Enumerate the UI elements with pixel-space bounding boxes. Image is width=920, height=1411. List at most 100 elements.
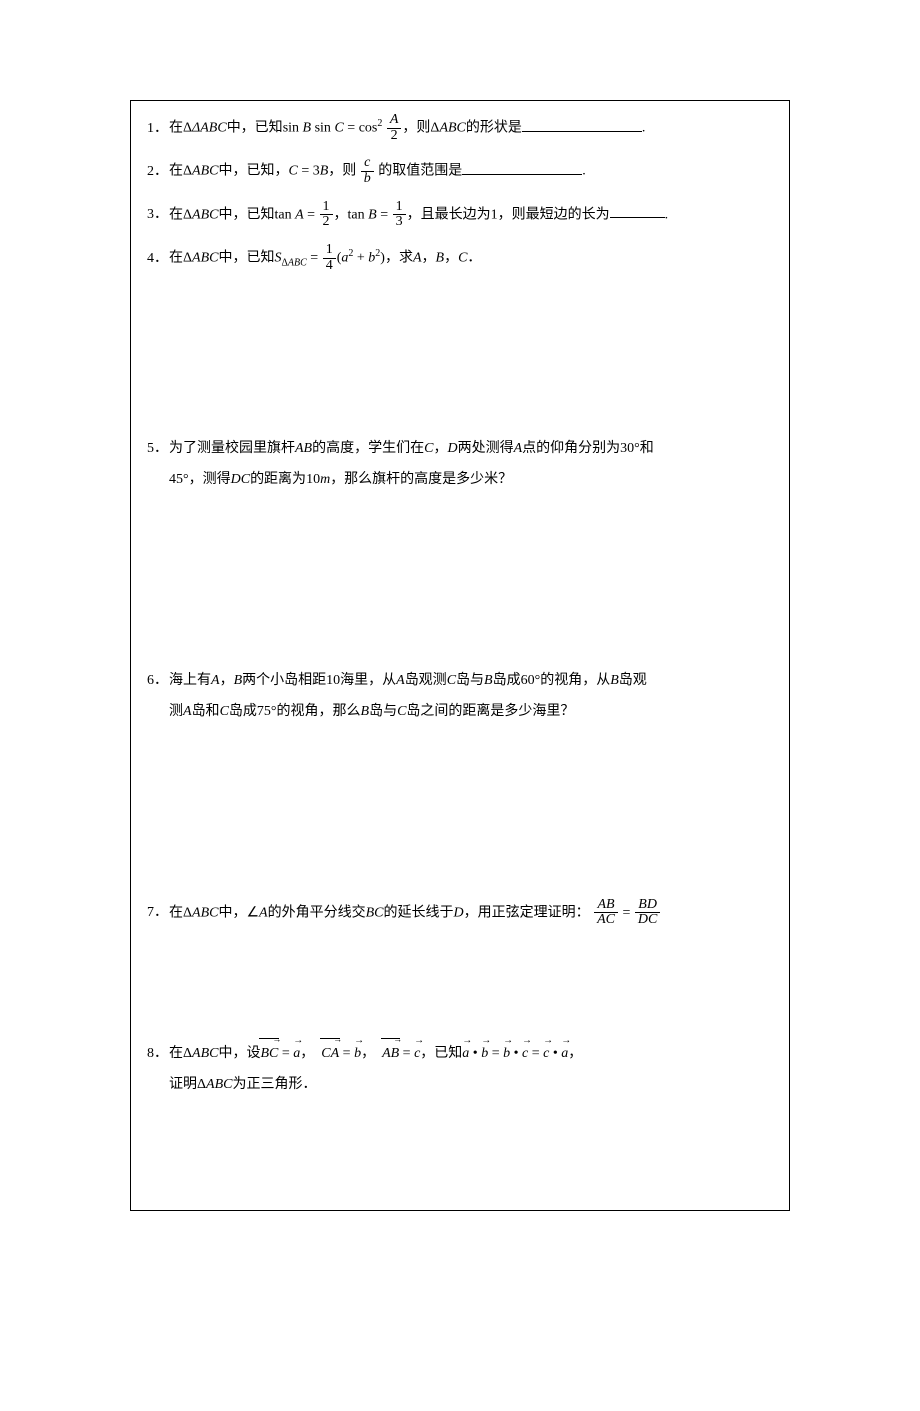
text: 的距离为 xyxy=(250,472,306,487)
fraction: AB AC xyxy=(594,898,618,928)
triangle: ΔABC xyxy=(183,164,218,179)
var-B: B xyxy=(368,207,377,222)
vector-CA: CA xyxy=(321,1039,339,1070)
period: . xyxy=(665,207,669,222)
dot: • xyxy=(469,1046,481,1061)
vector-c: c xyxy=(522,1039,528,1070)
text: 海里，从 xyxy=(340,673,396,688)
frac-den: b xyxy=(361,171,374,187)
comma: ，已知 xyxy=(420,1046,462,1061)
comma: ， xyxy=(300,1046,314,1061)
fraction: BD DC xyxy=(635,898,660,928)
line-2: 证明ΔABC为正三角形． xyxy=(147,1070,773,1101)
text: 岛与 xyxy=(456,673,484,688)
text: ，且最长边为 xyxy=(407,207,491,222)
text: ，则 xyxy=(328,164,356,179)
text: 中，设 xyxy=(218,1046,260,1061)
text: ，那么旗杆的高度是多少米？ xyxy=(330,472,512,487)
text: 中， xyxy=(218,905,246,920)
fill-blank xyxy=(610,204,665,218)
frac-num: BD xyxy=(635,898,660,913)
one: 1 xyxy=(491,207,498,222)
problem-number: 3． xyxy=(147,200,169,231)
workspace xyxy=(147,274,773,434)
ten: 10 xyxy=(326,673,340,688)
comma: ， xyxy=(422,251,436,266)
frac-num: AB xyxy=(594,898,618,913)
pt-B: B xyxy=(610,673,619,688)
text: 中，已知 xyxy=(218,207,274,222)
vector-BC: BC xyxy=(260,1039,278,1070)
dot: • xyxy=(549,1046,561,1061)
spacer xyxy=(147,188,773,200)
pt-A: A xyxy=(396,673,405,688)
workspace xyxy=(147,1100,773,1170)
var-B: B xyxy=(436,251,445,266)
comma: ， xyxy=(444,251,458,266)
fill-blank xyxy=(522,118,642,132)
var-B: B xyxy=(320,164,329,179)
text: 为了测量校园里旗杆 xyxy=(169,441,295,456)
frac-num: c xyxy=(361,156,374,171)
angle-A: ∠A xyxy=(246,905,267,920)
problem-number: 1． xyxy=(147,114,169,145)
workspace xyxy=(147,929,773,1039)
text: 在 xyxy=(169,207,183,222)
pt-B: B xyxy=(234,673,243,688)
var-B: B xyxy=(303,121,312,136)
text: 两处测得 xyxy=(458,441,514,456)
text: ，则 xyxy=(402,121,430,136)
problem-8: 8．在ΔABC中，设BC = a， CA = b， AB = c，已知a • b… xyxy=(147,1039,773,1101)
text: 在 xyxy=(169,905,183,920)
problem-1: 1．在ΔΔABC中，已知sin B sin C = cos2 A 2 ，则ΔAB… xyxy=(147,113,773,144)
problem-2: 2．在ΔABC中，已知，C = 3B，则 c b 的取值范围是. xyxy=(147,156,773,187)
problem-number: 6． xyxy=(147,666,169,697)
problem-number: 4． xyxy=(147,244,169,275)
problem-number: 7． xyxy=(147,898,169,929)
text: 在 xyxy=(169,164,183,179)
vector-a: a xyxy=(293,1039,300,1070)
page: 1．在ΔΔABC中，已知sin B sin C = cos2 A 2 ，则ΔAB… xyxy=(0,0,920,1411)
line-2: 测A岛和C岛成75°的视角，那么B岛与C岛之间的距离是多少海里？ xyxy=(147,697,773,728)
problem-7: 7．在ΔABC中，∠A的外角平分线交BC的延长线于D，用正弦定理证明： AB A… xyxy=(147,898,773,929)
fraction: A 2 xyxy=(387,113,402,143)
triangle: ΔABC xyxy=(430,121,465,136)
text: 的视角，从 xyxy=(540,673,610,688)
cos: cos xyxy=(359,121,378,136)
fraction: 1 4 xyxy=(323,243,336,273)
var-A: A xyxy=(295,207,304,222)
var-C: C xyxy=(334,121,343,136)
text: 为正三角形． xyxy=(232,1077,316,1092)
tan: tan xyxy=(274,207,295,222)
pt-A: A xyxy=(514,441,523,456)
paren: (a xyxy=(337,251,349,266)
line-2: 45°，测得DC的距离为10m，那么旗杆的高度是多少米？ xyxy=(147,465,773,496)
triangle: ΔABC xyxy=(183,1046,218,1061)
text: 中，已知， xyxy=(218,164,288,179)
period: . xyxy=(642,121,646,136)
angle-75: 75° xyxy=(257,704,277,719)
text: 在 xyxy=(169,251,183,266)
text: ，则最短边的长为 xyxy=(498,207,610,222)
equals: = xyxy=(377,207,392,222)
frac-num: A xyxy=(387,113,402,128)
pt-A: A xyxy=(211,673,220,688)
comma: ， xyxy=(334,207,348,222)
text: ，测得 xyxy=(189,472,231,487)
equals: = xyxy=(488,1046,503,1061)
problem-number: 5． xyxy=(147,434,169,465)
seg-BC: BC xyxy=(366,905,384,920)
workspace xyxy=(147,496,773,666)
angle-60: 60° xyxy=(521,673,541,688)
frac-num: 1 xyxy=(320,200,333,215)
spacer xyxy=(147,231,773,243)
problem-4: 4．在ΔABC中，已知SΔABC = 1 4 (a2 + b2)，求A，B，C． xyxy=(147,243,773,274)
seg-AB: AB xyxy=(295,441,312,456)
seg-DC: DC xyxy=(231,472,250,487)
triangle: ΔΔABC xyxy=(183,121,227,136)
angle-45: 45° xyxy=(169,472,189,487)
fill-blank xyxy=(462,161,582,175)
tan: tan xyxy=(348,207,369,222)
text: 的高度，学生们在 xyxy=(312,441,424,456)
triangle: ΔABC xyxy=(197,1077,232,1092)
